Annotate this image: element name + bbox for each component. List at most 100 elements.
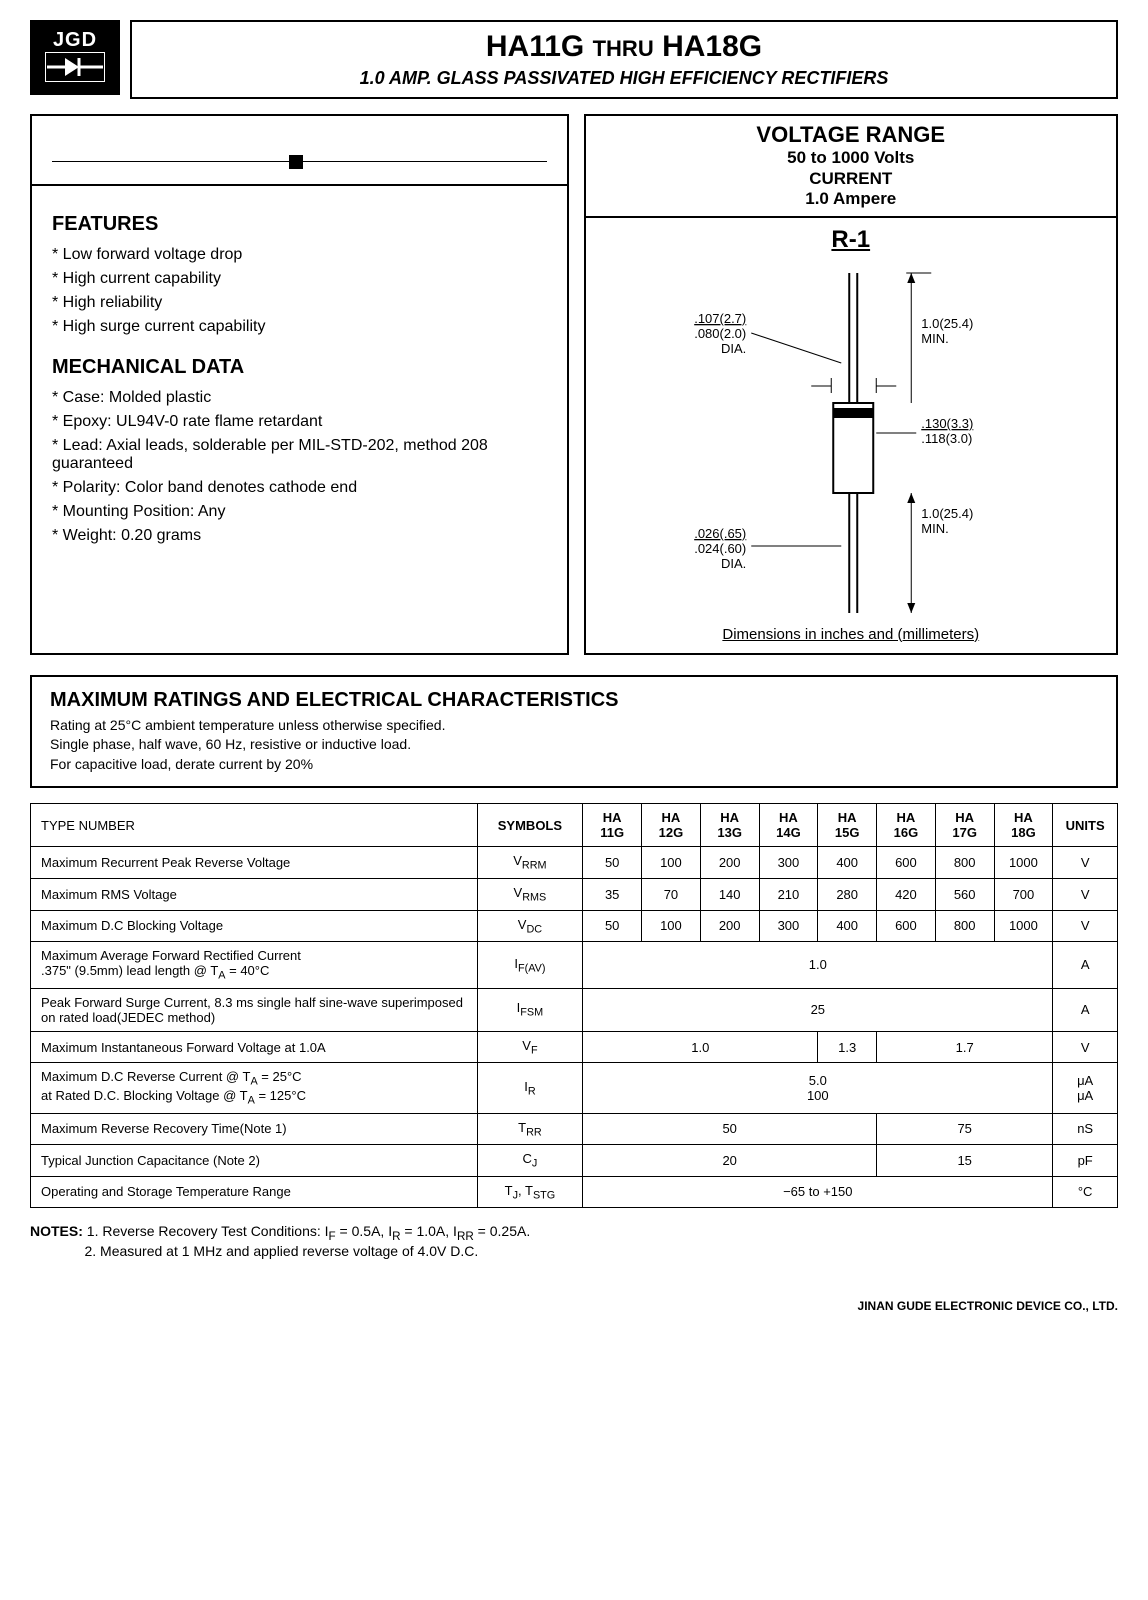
cell: 210: [759, 878, 818, 910]
features-list: Low forward voltage dropHigh current cap…: [52, 246, 547, 336]
voltage-title: VOLTAGE RANGE: [592, 122, 1111, 148]
cell-units: V: [1053, 1031, 1118, 1063]
notes-label: NOTES:: [30, 1223, 83, 1239]
svg-text:.024(.60): .024(.60): [694, 541, 746, 556]
note-2: 2. Measured at 1 MHz and applied reverse…: [84, 1243, 478, 1259]
svg-text:DIA.: DIA.: [720, 341, 745, 356]
note-1: 1. Reverse Recovery Test Conditions: IF …: [87, 1223, 530, 1239]
row-symbol: CJ: [477, 1145, 583, 1177]
list-item: Lead: Axial leads, solderable per MIL-ST…: [52, 437, 547, 473]
list-item: Weight: 0.20 grams: [52, 527, 547, 545]
row-symbol: VRMS: [477, 878, 583, 910]
cell: 1000: [994, 910, 1053, 942]
row-label: Maximum Reverse Recovery Time(Note 1): [31, 1113, 478, 1145]
col-type: TYPE NUMBER: [31, 804, 478, 847]
row-symbol: IF(AV): [477, 942, 583, 989]
row-symbol: VRRM: [477, 847, 583, 879]
list-item: Polarity: Color band denotes cathode end: [52, 479, 547, 497]
package-diagram: 1.0(25.4) MIN. .107(2.7) .080(2.0) DIA. …: [596, 228, 1107, 638]
ratings-subtitle: Rating at 25°C ambient temperature unles…: [50, 716, 1098, 775]
cell-units: V: [1053, 878, 1118, 910]
right-column: VOLTAGE RANGE 50 to 1000 Volts CURRENT 1…: [584, 114, 1119, 655]
cell: 600: [877, 910, 936, 942]
col-part: HA17G: [935, 804, 994, 847]
table-row: Operating and Storage Temperature RangeT…: [31, 1176, 1118, 1208]
table-row: Typical Junction Capacitance (Note 2)CJ2…: [31, 1145, 1118, 1177]
title-box: HA11G THRU HA18G 1.0 AMP. GLASS PASSIVAT…: [130, 20, 1118, 99]
svg-text:MIN.: MIN.: [921, 331, 948, 346]
row-label: Maximum Recurrent Peak Reverse Voltage: [31, 847, 478, 879]
title-main: HA11G THRU HA18G: [152, 30, 1096, 64]
table-row: Maximum Average Forward Rectified Curren…: [31, 942, 1118, 989]
voltage-line2: CURRENT: [592, 169, 1111, 189]
cell-units: μAμA: [1053, 1063, 1118, 1113]
ratings-title: MAXIMUM RATINGS AND ELECTRICAL CHARACTER…: [50, 689, 1098, 712]
logo-text: JGD: [53, 29, 97, 52]
svg-text:.107(2.7): .107(2.7): [694, 311, 746, 326]
list-item: Epoxy: UL94V-0 rate flame retardant: [52, 413, 547, 431]
cell-units: A: [1053, 942, 1118, 989]
voltage-line1: 50 to 1000 Volts: [592, 148, 1111, 168]
row-symbol: TJ, TSTG: [477, 1176, 583, 1208]
cell: 400: [818, 847, 877, 879]
cell: 400: [818, 910, 877, 942]
dim-caption: Dimensions in inches and (millimeters): [586, 626, 1117, 643]
header-row: JGD HA11G THRU HA18G 1.0 AMP. GLASS PASS…: [30, 20, 1118, 99]
mid-row: FEATURES Low forward voltage dropHigh cu…: [30, 114, 1118, 655]
mechanical-title: MECHANICAL DATA: [52, 356, 547, 379]
cell: 560: [935, 878, 994, 910]
cell-span: 1.0: [583, 942, 1053, 989]
ratings-box: MAXIMUM RATINGS AND ELECTRICAL CHARACTER…: [30, 675, 1118, 789]
row-symbol: IR: [477, 1063, 583, 1113]
features-title: FEATURES: [52, 213, 547, 236]
list-item: High reliability: [52, 294, 547, 312]
svg-text:.130(3.3): .130(3.3): [921, 416, 973, 431]
row-label: Maximum Instantaneous Forward Voltage at…: [31, 1031, 478, 1063]
cell-span: 1.0: [583, 1031, 818, 1063]
cell-units: A: [1053, 988, 1118, 1031]
voltage-line3: 1.0 Ampere: [592, 189, 1111, 209]
table-row: Peak Forward Surge Current, 8.3 ms singl…: [31, 988, 1118, 1031]
col-part: HA11G: [583, 804, 642, 847]
list-item: High surge current capability: [52, 318, 547, 336]
cell: 70: [642, 878, 701, 910]
list-item: Case: Molded plastic: [52, 389, 547, 407]
cell-units: pF: [1053, 1145, 1118, 1177]
row-label: Maximum D.C Reverse Current @ TA = 25°Ca…: [31, 1063, 478, 1113]
left-column: FEATURES Low forward voltage dropHigh cu…: [30, 114, 569, 655]
table-row: Maximum RMS VoltageVRMS35701402102804205…: [31, 878, 1118, 910]
cell: 100: [642, 910, 701, 942]
title-right: HA18G: [662, 30, 762, 63]
col-symbols: SYMBOLS: [477, 804, 583, 847]
col-part: HA18G: [994, 804, 1053, 847]
row-label: Operating and Storage Temperature Range: [31, 1176, 478, 1208]
table-row: Maximum Recurrent Peak Reverse VoltageVR…: [31, 847, 1118, 879]
cell-span: 1.7: [877, 1031, 1053, 1063]
cell-span: 1.3: [818, 1031, 877, 1063]
svg-text:MIN.: MIN.: [921, 521, 948, 536]
cell-span: 20: [583, 1145, 877, 1177]
title-left: HA11G: [486, 30, 584, 63]
table-row: Maximum Instantaneous Forward Voltage at…: [31, 1031, 1118, 1063]
title-mid: THRU: [593, 36, 654, 61]
row-symbol: IFSM: [477, 988, 583, 1031]
cell-span: 50: [583, 1113, 877, 1145]
cell-span: 25: [583, 988, 1053, 1031]
symbol-strip: [32, 116, 567, 186]
cell: 100: [642, 847, 701, 879]
cell-units: °C: [1053, 1176, 1118, 1208]
cell: 35: [583, 878, 642, 910]
cell: 140: [700, 878, 759, 910]
row-symbol: TRR: [477, 1113, 583, 1145]
cell-units: V: [1053, 847, 1118, 879]
row-symbol: VF: [477, 1031, 583, 1063]
svg-text:1.0(25.4): 1.0(25.4): [921, 506, 973, 521]
footer: JINAN GUDE ELECTRONIC DEVICE CO., LTD.: [30, 1299, 1118, 1313]
cell: 280: [818, 878, 877, 910]
list-item: High current capability: [52, 270, 547, 288]
col-part: HA12G: [642, 804, 701, 847]
svg-text:.118(3.0): .118(3.0): [921, 431, 972, 446]
cell: 200: [700, 847, 759, 879]
list-item: Mounting Position: Any: [52, 503, 547, 521]
title-sub: 1.0 AMP. GLASS PASSIVATED HIGH EFFICIENC…: [152, 68, 1096, 89]
